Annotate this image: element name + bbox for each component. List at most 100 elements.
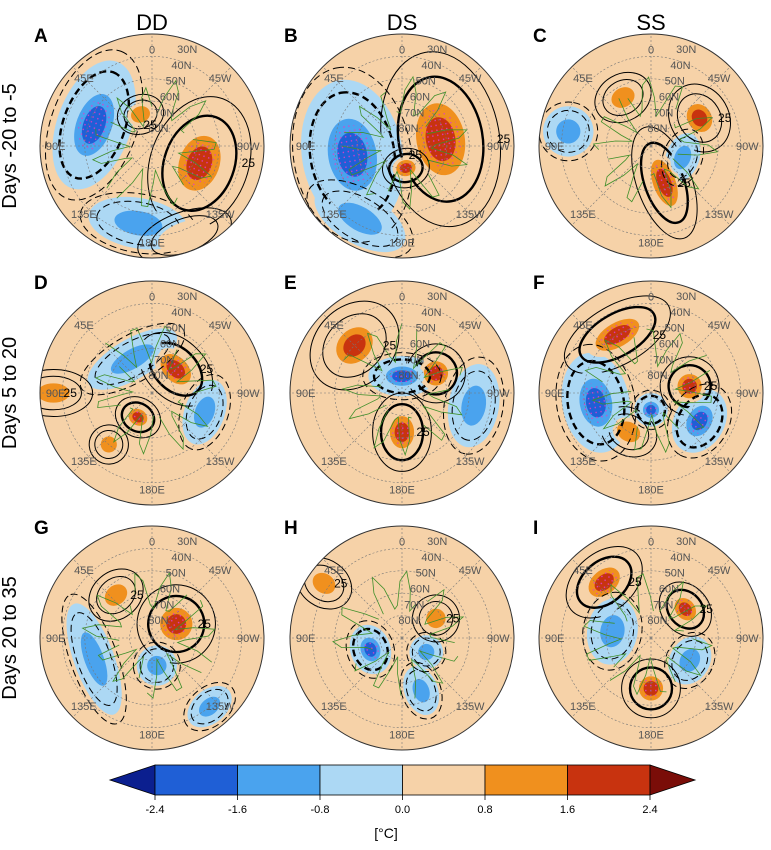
coastline xyxy=(674,117,719,156)
longitude-label: 0 xyxy=(399,45,405,57)
anomaly-blob xyxy=(412,678,430,703)
latitude-label: 80N xyxy=(647,615,667,627)
latitude-circle xyxy=(379,370,425,416)
map-field xyxy=(539,34,763,258)
coastline xyxy=(332,606,379,650)
significance-stipple xyxy=(162,610,190,638)
map-panel-c: 0 45E 90E 135E 180E 135W 90W 45W 30N 40N 50N 60N 70N… xyxy=(533,26,764,259)
latitude-label: 60N xyxy=(659,339,679,351)
longitude-label: 90W xyxy=(736,388,759,400)
coastline xyxy=(592,98,638,150)
height-contour xyxy=(671,639,709,681)
significance-stipple xyxy=(77,99,111,151)
longitude-label: 135E xyxy=(71,701,97,713)
height-contour xyxy=(116,93,165,136)
latitude-label: 70N xyxy=(404,599,424,611)
height-contour xyxy=(120,401,156,434)
longitude-line xyxy=(72,313,153,394)
colorbar-tick-label: 0.8 xyxy=(477,804,492,816)
coastline xyxy=(168,349,217,394)
anomaly-blob xyxy=(312,572,336,594)
row-title-days-5-to-20: Days 5 to 20 xyxy=(0,337,21,449)
coastline xyxy=(105,325,171,369)
panel-letter-a: A xyxy=(34,26,48,47)
latitude-circle xyxy=(84,78,220,214)
longitude-label: 90E xyxy=(46,633,66,645)
longitude-line xyxy=(571,66,652,147)
longitude-label: 0 xyxy=(648,292,654,304)
longitude-label: 45E xyxy=(324,320,344,332)
longitude-line xyxy=(650,66,731,147)
row-title-days-minus20-to-minus5: Days -20 to -5 xyxy=(0,83,21,209)
height-contour xyxy=(582,591,643,671)
map-outline xyxy=(289,33,515,259)
longitude-label: 90E xyxy=(296,633,316,645)
height-contour xyxy=(321,190,399,248)
height-contour xyxy=(132,641,181,690)
coastline xyxy=(591,390,638,430)
anomaly-blob xyxy=(110,344,154,374)
row-title-days-20-to-35: Days 20 to 35 xyxy=(0,576,21,699)
latitude-label: 30N xyxy=(177,291,197,303)
latitude-circle xyxy=(628,370,674,416)
longitude-label: 135E xyxy=(321,456,347,468)
panel-letter-h: H xyxy=(284,518,298,539)
map-panel-a: 0 45E 90E 135E 180E 135W 90W 45W 30N 40N 50N 60N 70N… xyxy=(34,26,265,259)
longitude-label: 135W xyxy=(705,456,734,468)
height-contour xyxy=(594,71,652,124)
longitude-label: 180E xyxy=(638,729,664,741)
coastline xyxy=(627,76,684,118)
longitude-line xyxy=(322,313,403,394)
colorbar-unit-label: [°C] xyxy=(374,825,398,841)
anomaly-blob xyxy=(679,648,701,672)
latitude-label: 70N xyxy=(154,354,174,366)
longitude-label: 135W xyxy=(206,456,235,468)
longitude-label: 90E xyxy=(46,388,66,400)
longitude-label: 45E xyxy=(324,73,344,85)
contour-value-label: 25 xyxy=(130,588,144,602)
height-contour xyxy=(40,375,82,411)
longitude-line xyxy=(151,558,232,639)
latitude-label: 70N xyxy=(653,599,673,611)
longitude-label: 135W xyxy=(206,701,235,713)
coastline xyxy=(634,411,679,454)
anomaly-blob xyxy=(418,643,435,661)
contour-value-label: 25 xyxy=(200,362,214,376)
height-contour xyxy=(139,648,175,683)
longitude-line xyxy=(401,558,482,639)
anomaly-blob xyxy=(131,106,151,123)
longitude-line xyxy=(72,145,153,226)
height-contour xyxy=(183,682,236,732)
column-title-ss: SS xyxy=(636,10,665,35)
latitude-circle xyxy=(129,123,175,169)
latitude-label: 70N xyxy=(404,354,424,366)
longitude-line xyxy=(151,313,232,394)
latitude-label: 60N xyxy=(410,584,430,596)
latitude-label: 50N xyxy=(166,76,186,88)
longitude-label: 90W xyxy=(237,388,260,400)
longitude-label: 45E xyxy=(74,320,94,332)
significance-stipple xyxy=(130,410,146,425)
panel-letter-f: F xyxy=(533,273,545,294)
latitude-circle xyxy=(129,370,175,416)
contour-value-label: 25 xyxy=(628,575,642,589)
coastline xyxy=(584,337,638,383)
longitude-label: 0 xyxy=(149,45,155,57)
height-contour xyxy=(88,424,129,465)
column-title-dd: DD xyxy=(136,10,168,35)
anomaly-blob xyxy=(80,632,108,686)
coastline xyxy=(672,370,712,430)
coastline xyxy=(341,145,387,196)
anomaly-blob xyxy=(198,696,221,717)
height-contour xyxy=(411,594,460,643)
longitude-label: 0 xyxy=(149,537,155,549)
longitude-line xyxy=(650,558,731,639)
longitude-label: 0 xyxy=(399,292,405,304)
coastline xyxy=(659,580,708,632)
colorbar-tick-label: 1.6 xyxy=(560,804,575,816)
latitude-label: 30N xyxy=(427,536,447,548)
longitude-label: 90W xyxy=(487,141,510,153)
map-outline xyxy=(289,280,515,506)
coastline xyxy=(81,594,133,641)
longitude-line xyxy=(151,66,232,147)
